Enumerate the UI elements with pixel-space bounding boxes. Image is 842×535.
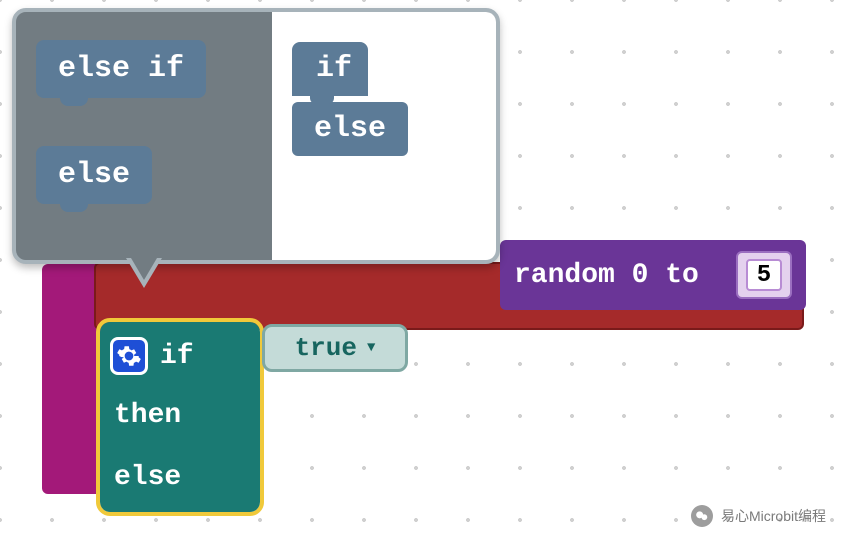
wechat-icon	[691, 505, 713, 527]
boolean-dropdown[interactable]: true ▼	[262, 324, 408, 372]
gear-icon	[116, 343, 142, 369]
dropdown-arrow-icon: ▼	[367, 340, 375, 356]
watermark-text: 易心Microbit编程	[721, 506, 826, 526]
popup-tail-inner	[131, 258, 157, 280]
palette-else-if-label: else if	[58, 52, 184, 86]
mutator-flyout[interactable]: else if else if else	[12, 8, 500, 264]
watermark: 易心Microbit编程	[691, 505, 826, 527]
palette-else-if-block[interactable]: else if	[36, 40, 206, 98]
then-label: then	[114, 400, 181, 431]
boolean-value: true	[295, 333, 357, 363]
if-then-else-block[interactable]: if then else	[100, 322, 260, 512]
mutator-palette: else if else	[16, 12, 272, 260]
blockly-workspace[interactable]: random 0 to 5 if then else true ▼ else i…	[0, 0, 842, 535]
assembled-if-else-block[interactable]: if else	[292, 42, 408, 156]
palette-else-block[interactable]: else	[36, 146, 152, 204]
if-label: if	[160, 341, 194, 372]
palette-else-label: else	[58, 158, 130, 192]
mutator-workspace[interactable]: if else	[272, 12, 496, 260]
random-label: random 0 to	[514, 260, 736, 291]
random-value[interactable]: 5	[746, 259, 782, 291]
outer-event-block[interactable]	[42, 264, 102, 494]
assembled-else-label: else	[314, 112, 386, 146]
random-number-block[interactable]: random 0 to 5	[500, 240, 806, 310]
random-input-socket[interactable]: 5	[736, 251, 792, 299]
else-label: else	[114, 462, 181, 493]
assembled-if-label: if	[316, 52, 352, 86]
mutator-gear-button[interactable]	[110, 337, 148, 375]
